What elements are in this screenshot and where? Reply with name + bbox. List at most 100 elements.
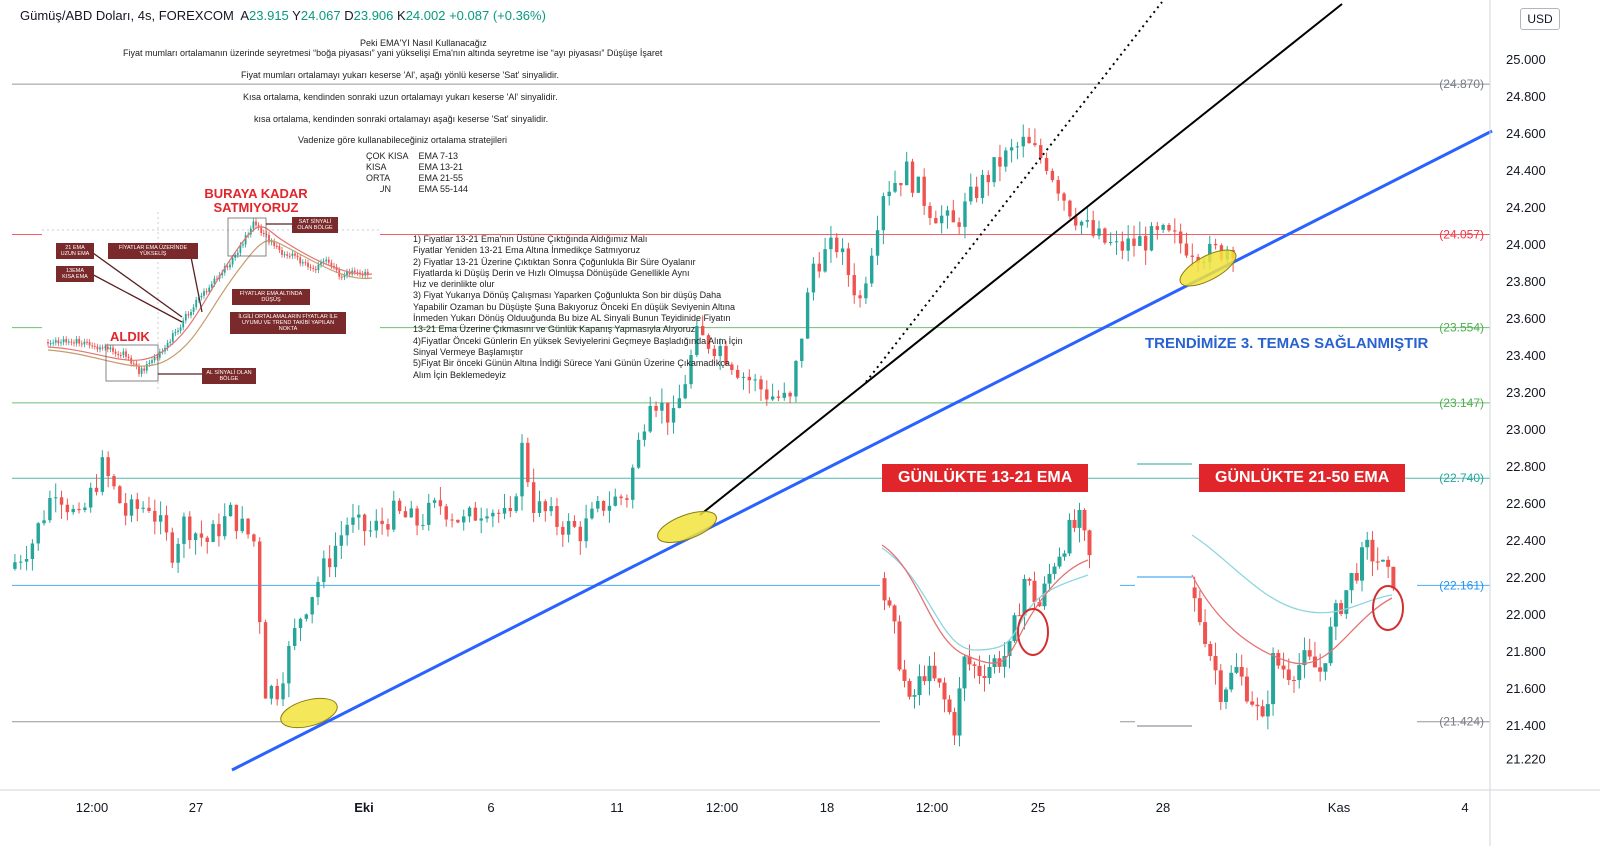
x-tick-label: 25 (1031, 800, 1045, 815)
candle (1386, 556, 1391, 579)
candle (1255, 697, 1260, 721)
inset-candle-body (67, 341, 70, 343)
inset-candle-body (166, 342, 169, 348)
candle-body (327, 558, 332, 568)
candle-body (1091, 220, 1095, 236)
candle (907, 678, 912, 700)
inset-candle (270, 238, 273, 246)
inset-candle-body (200, 295, 203, 298)
inset-candle (140, 365, 143, 377)
ema-21-curve (1191, 574, 1393, 665)
candle-body (870, 255, 874, 284)
candle-body (677, 398, 682, 409)
inset-candle (255, 218, 257, 229)
candle-body (642, 431, 647, 440)
candle-body (747, 376, 752, 381)
candle (892, 604, 897, 634)
candle-body (724, 346, 728, 365)
inset-candle (177, 327, 179, 335)
inset-candle-body (327, 259, 330, 263)
candle-body (292, 628, 297, 646)
inset-candle (286, 251, 289, 259)
x-tick-label: Kas (1328, 800, 1351, 815)
candle-body (596, 501, 600, 509)
candle (147, 496, 151, 513)
inset-candle-body (226, 266, 229, 268)
candle (368, 520, 373, 537)
tag-13ema: 13EMA KISA EMA (56, 266, 94, 282)
candle (1085, 205, 1090, 228)
inset-candle (304, 259, 307, 266)
candle-body (1004, 150, 1008, 167)
candle (1370, 531, 1375, 577)
candle (199, 520, 204, 547)
inset-candle-body (283, 254, 286, 256)
candle-body (1297, 665, 1302, 681)
inset-candle-body (260, 227, 263, 233)
candle-body (753, 379, 757, 381)
strategy-row: KISA EMA 13-21 (366, 162, 464, 172)
inset-candle (62, 336, 65, 346)
x-tick-label: 28 (1156, 800, 1170, 815)
candle (1057, 547, 1062, 569)
y-tick-label: 24.000 (1506, 237, 1546, 252)
inset-candle (75, 335, 78, 347)
candle-body (1132, 238, 1136, 246)
candle (1044, 152, 1049, 175)
candle-body (1286, 669, 1291, 681)
rule-line: Fiyatlar Yeniden 13-21 Ema Altına İnmedi… (413, 245, 641, 256)
candle-body (917, 676, 922, 696)
inset-candle-body (317, 264, 320, 271)
candle (642, 424, 647, 447)
candle (904, 151, 909, 186)
tag-above: FİYATLAR EMA ÜZERİNDE YÜKSELİŞ (108, 243, 198, 259)
candle-body (444, 506, 448, 520)
inset-candle-body (187, 314, 190, 316)
inset-candle (138, 363, 140, 377)
candle (1155, 221, 1160, 240)
candle-body (1002, 656, 1007, 667)
candle-body (54, 497, 58, 499)
candle-body (1244, 676, 1249, 702)
candle (951, 199, 956, 223)
candle (193, 532, 198, 555)
inset-ema-13 (47, 226, 373, 361)
candle (141, 501, 145, 513)
inset-candle-body (236, 252, 239, 255)
inset-candle-body (174, 331, 177, 334)
candle (1297, 652, 1302, 689)
currency-button[interactable]: USD (1520, 8, 1560, 30)
inset-candle (346, 268, 348, 279)
candle-body (1255, 704, 1260, 707)
candle (1074, 207, 1078, 231)
candle-body (129, 499, 134, 516)
candle-body (217, 523, 221, 537)
candle-body (934, 217, 938, 224)
candle-body (730, 364, 734, 370)
annotation-line4: kısa ortalama, kendinden sonraki ortalam… (254, 114, 549, 124)
candle-body (1050, 170, 1055, 181)
inset-candle (281, 247, 283, 258)
candle (980, 169, 985, 204)
candle (619, 494, 623, 506)
tag-buy-zone: AL SİNYALİ OLAN BÖLGE (202, 368, 256, 384)
candle (887, 597, 892, 608)
blue-trend-line (231, 129, 1493, 772)
candle-body (1017, 615, 1022, 617)
candle-body (1208, 243, 1212, 262)
candle-body (1281, 665, 1286, 670)
candle (1027, 577, 1032, 586)
candle (1339, 599, 1344, 617)
symbol-title: Gümüş/ABD Doları, 4s, FOREXCOM (20, 8, 234, 23)
candle (864, 276, 868, 304)
inset-candle-body (138, 366, 140, 374)
candle-body (636, 439, 641, 468)
candle-body (972, 664, 977, 666)
candle (549, 497, 553, 517)
candle (858, 290, 862, 308)
candle (852, 263, 856, 304)
candle (805, 287, 810, 340)
inset-candle (343, 272, 346, 281)
inset-candle (47, 339, 49, 347)
